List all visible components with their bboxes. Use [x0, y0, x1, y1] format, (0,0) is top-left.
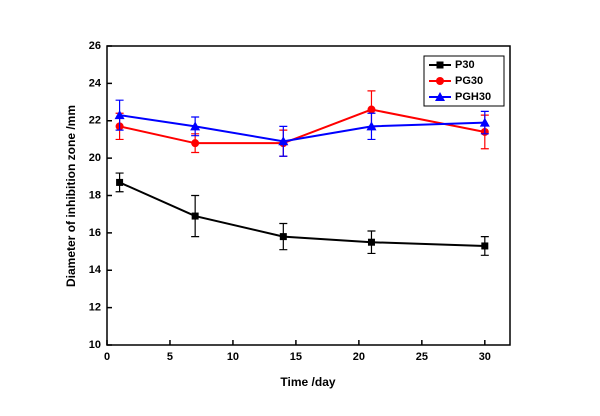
- x-tick-label: 0: [104, 351, 110, 363]
- marker: [367, 105, 376, 114]
- y-axis-title: Diameter of inhibition zone /mm: [64, 105, 78, 287]
- legend-label: PG30: [455, 75, 483, 87]
- y-tick-label: 24: [89, 77, 102, 89]
- marker: [191, 139, 200, 148]
- marker: [481, 242, 489, 250]
- y-tick-label: 22: [89, 115, 101, 127]
- marker: [367, 238, 375, 246]
- marker: [279, 233, 287, 241]
- marker: [278, 136, 289, 146]
- marker: [114, 110, 125, 120]
- marker: [116, 178, 124, 186]
- series-line: [119, 114, 485, 143]
- x-tick-label: 25: [416, 351, 428, 363]
- x-tick-label: 10: [227, 351, 239, 363]
- x-tick-label: 15: [290, 351, 302, 363]
- x-tick-label: 30: [479, 351, 491, 363]
- y-tick-label: 26: [89, 40, 101, 52]
- x-tick-label: 20: [353, 351, 365, 363]
- y-tick-label: 10: [89, 339, 101, 351]
- marker: [190, 121, 201, 131]
- legend-marker: [436, 61, 444, 69]
- legend-marker: [435, 92, 445, 101]
- marker: [191, 212, 199, 220]
- series-line: [119, 181, 485, 247]
- marker: [366, 121, 377, 131]
- legend-marker: [436, 77, 444, 85]
- marker: [479, 117, 490, 127]
- x-tick-label: 5: [167, 351, 173, 363]
- y-tick-label: 20: [89, 152, 101, 164]
- x-axis-title: Time /day: [280, 375, 335, 389]
- y-tick-label: 18: [89, 189, 101, 201]
- legend-label: P30: [455, 59, 475, 71]
- legend-label: PGH30: [455, 91, 491, 103]
- y-tick-label: 12: [89, 302, 101, 314]
- y-tick-label: 16: [89, 227, 101, 239]
- y-tick-label: 14: [89, 264, 102, 276]
